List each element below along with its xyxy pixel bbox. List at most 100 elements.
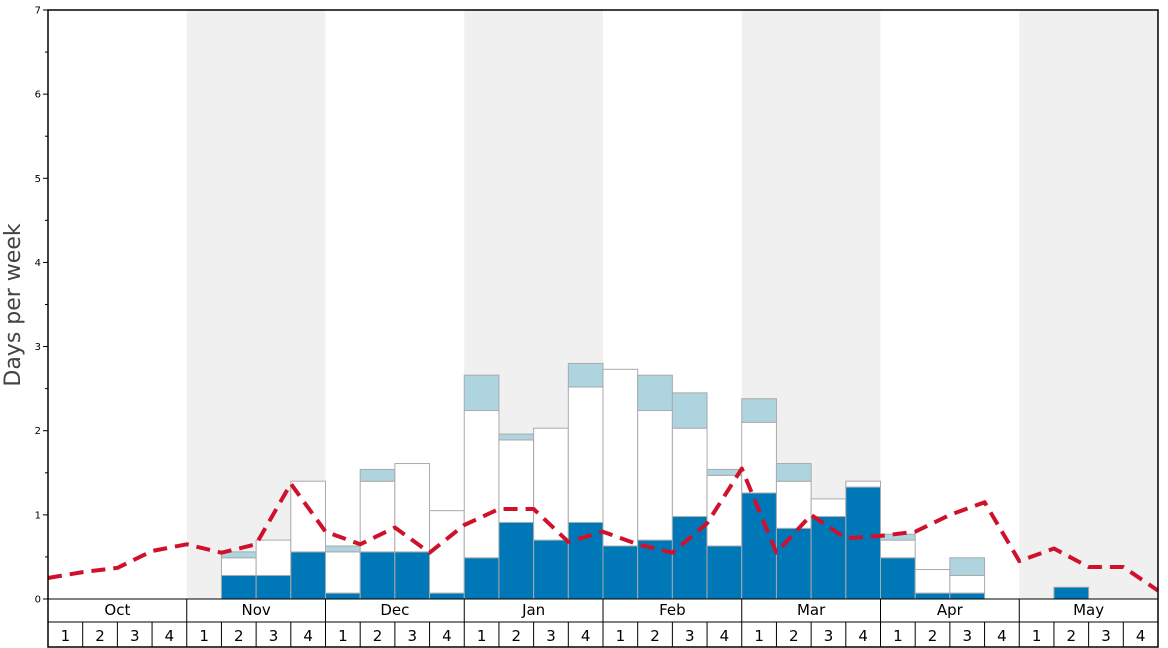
week-label-nov-1: 1 <box>199 627 209 645</box>
bar-white-17 <box>602 368 639 547</box>
bar-dark-12 <box>429 592 465 600</box>
week-label-nov-4: 4 <box>303 627 313 645</box>
bar-dark-7 <box>255 574 292 600</box>
month-label-dec: Dec <box>380 601 409 619</box>
month-label-apr: Apr <box>937 601 964 619</box>
axis-layer: 0 1 2 3 4 5 6 7 Oct Nov Dec Jan Feb Mar Apr May 1 2 3 4 1 2 3 4… <box>35 6 1159 648</box>
week-label-jan-2: 2 <box>512 627 522 645</box>
week-label-oct-2: 2 <box>95 627 105 645</box>
y-tick-label-0: 0 <box>35 595 41 606</box>
bar-white-12 <box>429 510 465 594</box>
bar-white-7 <box>255 539 292 576</box>
month-shade-may <box>1019 10 1158 599</box>
week-label-dec-3: 3 <box>407 627 417 645</box>
bar-white-18 <box>637 410 673 541</box>
bar-white-13 <box>463 410 500 559</box>
bar-light-21 <box>741 398 777 423</box>
bar-light-22 <box>775 463 812 482</box>
week-label-apr-3: 3 <box>962 627 972 645</box>
bar-dark-26 <box>914 592 951 600</box>
bar-light-27 <box>949 557 986 576</box>
line-layer <box>47 466 1160 593</box>
month-label-oct: Oct <box>104 601 130 619</box>
bar-white-23 <box>810 498 847 518</box>
bar-dark-17 <box>602 545 639 600</box>
bar-white-24 <box>845 480 881 488</box>
bar-white-6 <box>220 557 257 576</box>
bar-dark-16 <box>567 521 604 600</box>
bar-white-26 <box>914 569 951 594</box>
y-tick-label-1: 1 <box>35 510 41 521</box>
bar-light-10 <box>359 468 396 482</box>
bar-dark-23 <box>810 516 847 600</box>
month-label-jan: Jan <box>521 601 545 619</box>
month-shading-layer <box>186 10 1158 599</box>
bar-white-25 <box>880 539 916 559</box>
y-tick-label-5: 5 <box>35 174 41 185</box>
week-label-may-2: 2 <box>1067 627 1077 645</box>
bar-dark-10 <box>359 551 396 600</box>
bar-white-11 <box>394 463 431 553</box>
bar-dark-22 <box>775 527 812 600</box>
week-label-may-4: 4 <box>1136 627 1146 645</box>
bar-light-18 <box>637 374 673 412</box>
week-label-dec-1: 1 <box>338 627 348 645</box>
bar-light-14 <box>498 433 535 441</box>
month-label-may: May <box>1073 601 1104 619</box>
week-label-oct-3: 3 <box>130 627 140 645</box>
week-label-feb-4: 4 <box>720 627 730 645</box>
bar-white-27 <box>949 574 986 594</box>
bar-dark-9 <box>325 592 361 600</box>
week-label-jan-1: 1 <box>477 627 487 645</box>
week-label-mar-1: 1 <box>754 627 764 645</box>
bar-dark-20 <box>706 545 743 600</box>
bar-white-20 <box>706 474 743 547</box>
y-tick-label-6: 6 <box>35 90 41 101</box>
y-tick-label-2: 2 <box>35 426 41 437</box>
month-label-mar: Mar <box>797 601 826 619</box>
week-label-feb-2: 2 <box>650 627 660 645</box>
week-label-may-1: 1 <box>1032 627 1042 645</box>
week-label-dec-2: 2 <box>373 627 383 645</box>
week-label-jan-3: 3 <box>546 627 556 645</box>
week-label-mar-4: 4 <box>858 627 868 645</box>
month-label-feb: Feb <box>659 601 686 619</box>
bar-white-16 <box>567 386 604 523</box>
week-label-apr-4: 4 <box>997 627 1007 645</box>
week-label-dec-4: 4 <box>442 627 452 645</box>
bar-dark-24 <box>845 486 881 600</box>
y-tick-label-4: 4 <box>35 258 41 269</box>
bar-dark-13 <box>463 557 500 600</box>
bar-light-19 <box>671 392 708 429</box>
week-label-jan-4: 4 <box>581 627 591 645</box>
week-label-oct-4: 4 <box>165 627 175 645</box>
week-label-feb-3: 3 <box>685 627 695 645</box>
week-label-may-3: 3 <box>1101 627 1111 645</box>
bar-dark-11 <box>394 551 431 600</box>
bar-light-9 <box>325 545 361 553</box>
bar-dark-30 <box>1053 586 1090 600</box>
average-line <box>47 466 1160 593</box>
bar-dark-27 <box>949 592 986 600</box>
month-label-nov: Nov <box>241 601 270 619</box>
y-tick-label-7: 7 <box>35 6 41 17</box>
week-label-oct-1: 1 <box>61 627 71 645</box>
y-axis-title: Days per week <box>1 223 26 386</box>
week-label-apr-1: 1 <box>893 627 903 645</box>
week-label-mar-3: 3 <box>824 627 834 645</box>
bar-dark-15 <box>533 539 569 600</box>
bar-dark-25 <box>880 557 916 600</box>
bar-dark-6 <box>220 574 257 600</box>
bar-light-13 <box>463 374 500 412</box>
bar-dark-18 <box>637 539 673 600</box>
bar-white-9 <box>325 551 361 594</box>
week-label-mar-2: 2 <box>789 627 799 645</box>
bars-layer <box>220 362 1090 600</box>
week-label-nov-2: 2 <box>234 627 244 645</box>
bar-dark-8 <box>290 551 326 600</box>
bar-dark-14 <box>498 521 535 600</box>
week-label-nov-3: 3 <box>269 627 279 645</box>
bar-white-15 <box>533 427 569 541</box>
week-label-feb-1: 1 <box>616 627 626 645</box>
